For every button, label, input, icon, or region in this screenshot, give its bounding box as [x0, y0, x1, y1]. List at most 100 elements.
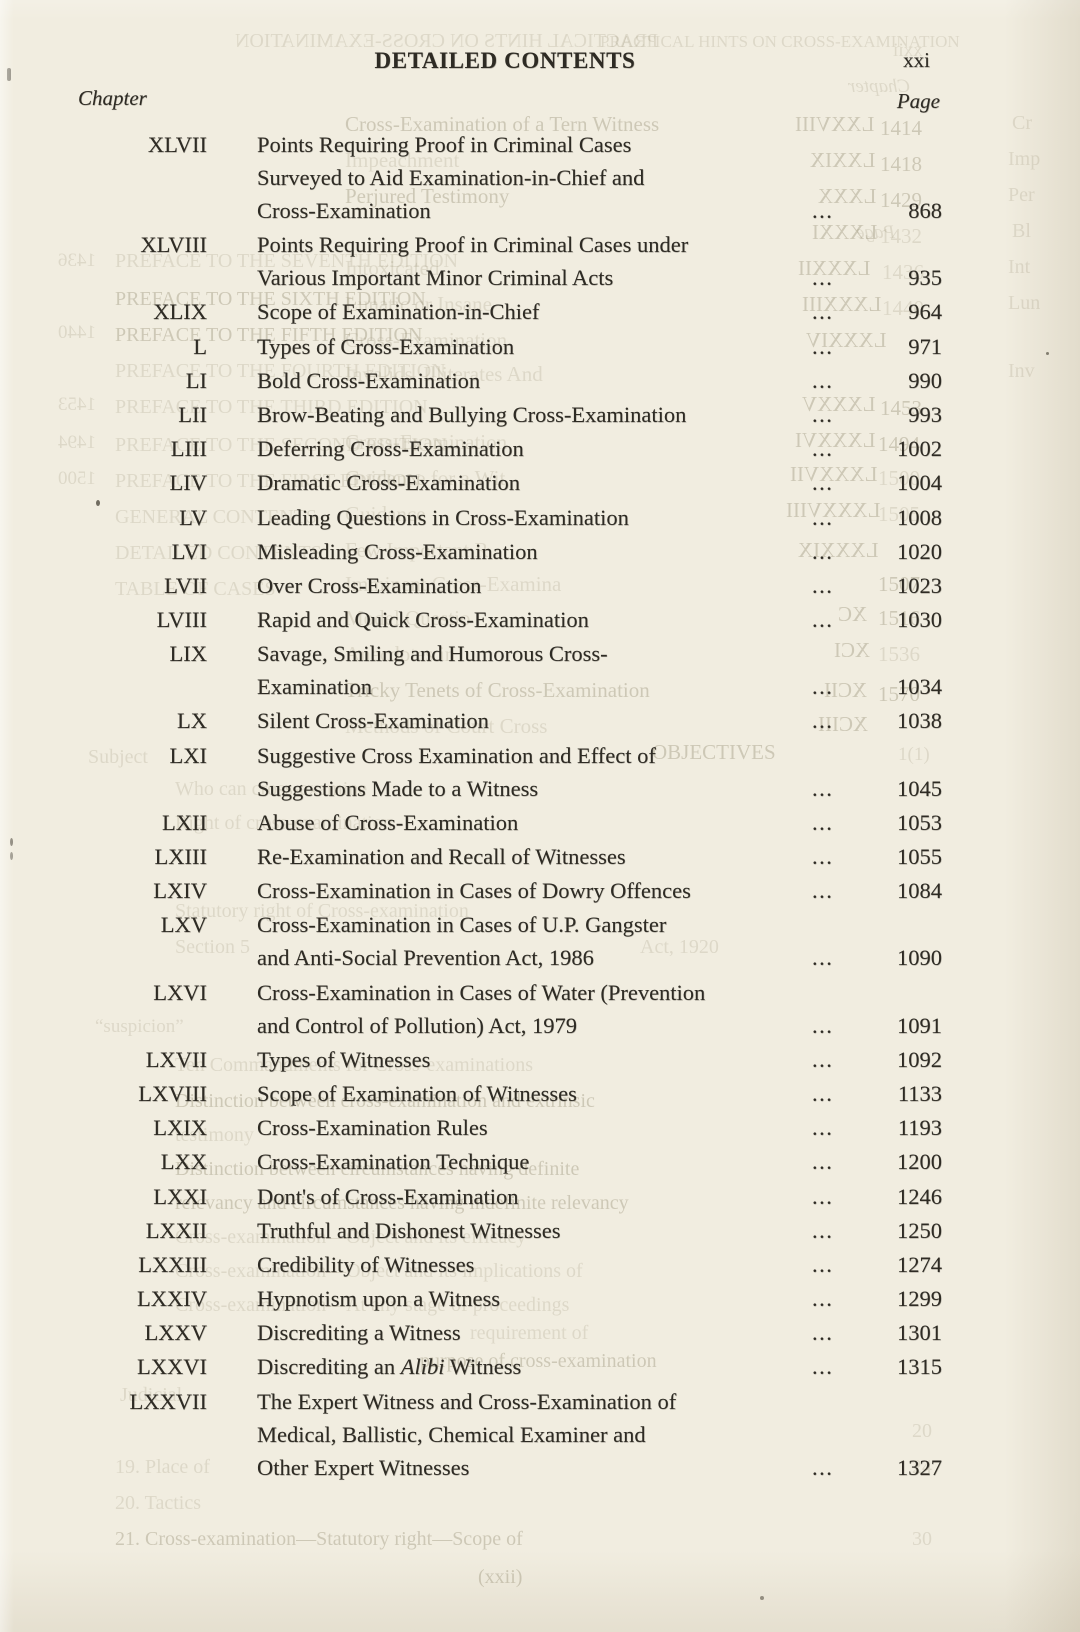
leader-dots: ... — [812, 572, 834, 598]
entry-title-line: Suggestive Cross Examination and Effect … — [257, 742, 656, 768]
entry-title-line: Suggestions Made to a Witness — [257, 775, 539, 801]
bleed-through-text: 1418 — [880, 152, 922, 176]
toc-entry: LII Brow-Beating and Bullying Cross-Exami… — [75, 398, 942, 431]
bleed-through-text: Bl — [1012, 220, 1031, 242]
toc-entry: LXV Cross-Examination in Cases of U.P. Ga… — [75, 908, 942, 974]
chapter-numeral: XLVII — [147, 132, 207, 157]
entry-page-number: 1091 — [897, 1012, 942, 1038]
bleed-through-text: Right of cross-examination — [175, 812, 393, 834]
toc-entry: LX Silent Cross-Examination... 1038 — [75, 704, 942, 737]
chapter-numeral: L — [193, 333, 207, 359]
bleed-through-text: Impeachment — [345, 148, 460, 172]
bleed-through-text: relevancy and circumstances having indef… — [175, 1192, 629, 1214]
bleed-through-text: 1(1) — [898, 744, 930, 765]
bleed-through-text: Cross-Examination — [345, 430, 508, 454]
chapter-numeral: LXXVI — [137, 1354, 207, 1380]
entry-title-line: Silent Cross-Examination — [257, 708, 489, 734]
leader-dots: ... — [812, 878, 834, 904]
leader-dots: ... — [812, 538, 834, 564]
bleed-through-text: PREFACE TO THE THIRD EDITION — [115, 396, 428, 418]
chapter-numeral: LXIII — [154, 844, 207, 869]
entry-page-number: 1020 — [897, 538, 942, 564]
bleed-through-text: Per — [1008, 184, 1035, 206]
bleed-through-text: 1505 — [878, 502, 920, 526]
bleed-through-text: PREFACE TO THE SIXTH EDITION — [115, 288, 426, 310]
bleed-through-text: purpose of cross-examination — [420, 1350, 657, 1372]
entry-title-line: Cross-Examination Technique — [257, 1149, 530, 1175]
leader-dots: ... — [812, 401, 834, 427]
entry-title-line: Cross-Examination — [257, 198, 431, 223]
entry-title-line: Leading Questions in Cross-Examination — [257, 504, 629, 530]
bleed-through-text: 19. Place of — [115, 1456, 210, 1478]
leader-dots: ... — [812, 1320, 834, 1346]
entry-title-line: Various Important Minor Criminal Acts — [257, 265, 614, 291]
bleed-through-text: 1429 — [880, 188, 922, 212]
bleed-through-text: Cross-Examination — [345, 328, 508, 352]
bleed-through-text: Judicial — [120, 1384, 183, 1406]
bleed-through-text: DETAILED CONTENTS — [115, 542, 322, 564]
chapter-numeral: LXXIV — [137, 1286, 207, 1312]
bleed-through-text: PREFACE TO THE FIFTH EDITION — [115, 324, 423, 346]
bleed-through-text: PREFACE TO THE SECOND EDITION — [115, 434, 447, 456]
bleed-through-text: Lunatic or Insane — [345, 292, 492, 316]
bleed-through-text: Anecdotes in — [345, 642, 456, 666]
bleed-through-text: Methods of Court Cross — [345, 714, 548, 738]
toc-entry: LVII Over Cross-Examination... 1023 — [75, 569, 942, 602]
bleed-through-text: Imminent Cross-Examina — [345, 572, 562, 596]
entry-title: Types of Cross-Examination — [207, 330, 806, 363]
entry-page-number: 1055 — [897, 844, 942, 869]
entry-title-line: and Anti-Social Prevention Act, 1986 — [257, 945, 594, 971]
entry-page-number: 1301 — [897, 1320, 942, 1346]
chapter-numeral: LXX — [160, 1149, 207, 1175]
entry-title-line: Re-Examination and Recall of Witnesses — [257, 844, 626, 869]
entry-page-number: 868 — [908, 198, 942, 223]
chapter-numeral: LI — [185, 367, 207, 393]
bleed-through-text: 1570 — [878, 682, 920, 706]
chapter-numeral: LX — [177, 708, 207, 734]
chapter-numeral: LXXIII — [138, 1251, 207, 1277]
entry-title-line: Dont's of Cross-Examination — [257, 1183, 519, 1209]
leader-dots: ... — [812, 674, 834, 700]
chapter-numeral: LII — [178, 401, 207, 427]
entry-page-number: 1004 — [897, 470, 942, 496]
bleed-through-text: 1536 — [878, 642, 920, 666]
bleed-through-text: Imp — [1008, 148, 1041, 170]
leader-dots: ... — [812, 1217, 834, 1243]
entry-title: Dont's of Cross-Examination — [207, 1180, 806, 1213]
bleed-through-text: Int — [1008, 256, 1031, 278]
entry-title: Silent Cross-Examination — [207, 704, 806, 737]
chapter-numeral: LXI — [169, 742, 208, 768]
bleed-through-text: Lun — [1008, 292, 1041, 314]
chapter-numeral: LXXII — [145, 1217, 207, 1243]
leader-dots: ... — [812, 1354, 834, 1380]
folio-page-number: xxi — [903, 48, 930, 72]
scan-speck — [96, 500, 100, 506]
bleed-through-text: Ten Commandments for Cross-examinations — [175, 1054, 533, 1076]
toc-entry: XLVIII Points Requiring Proof in Criminal… — [75, 228, 942, 294]
entry-page-number: 1274 — [897, 1251, 942, 1277]
scan-speck — [7, 68, 11, 81]
bleed-through-text: Intoxicated — [345, 256, 440, 280]
bleed-through-text: “suspicion” — [95, 1016, 184, 1037]
entry-title: Discrediting an Alibi Witness — [207, 1350, 806, 1383]
entry-title: Dramatic Cross-Examination — [207, 466, 806, 499]
toc-entry: LXIV Cross-Examination in Cases of Dowry … — [75, 874, 942, 907]
entry-page-number: 1193 — [897, 1115, 942, 1141]
bleed-through-text: Cross-examination—Object and its efficac… — [175, 1226, 527, 1248]
toc-entry: LXI Suggestive Cross Examination and Effe… — [75, 739, 943, 805]
entry-title-line: Abuse of Cross-Examination — [257, 809, 519, 835]
scan-speck — [10, 852, 13, 860]
entry-page-number: 1038 — [897, 708, 942, 734]
bleed-through-text: 1432 — [880, 224, 922, 248]
bleed-through-text: PRACTICAL HINTS ON CROSS-EXAMINATION — [600, 32, 960, 51]
entry-title: Cross-Examination in Cases of Water (Pre… — [207, 976, 806, 1042]
bleed-through-text: Distinction between cross-examination an… — [175, 1090, 595, 1112]
entry-page-number: 1023 — [897, 572, 942, 598]
toc-entry: LXXI Dont's of Cross-Examination... 1246 — [75, 1180, 942, 1213]
bleed-through-text: 21. Cross-examination—Statutory right—Sc… — [115, 1528, 523, 1550]
leader-dots: ... — [812, 198, 834, 223]
entry-page-number: 1002 — [897, 436, 942, 462]
entry-title-line: Deferring Cross-Examination — [257, 436, 524, 462]
